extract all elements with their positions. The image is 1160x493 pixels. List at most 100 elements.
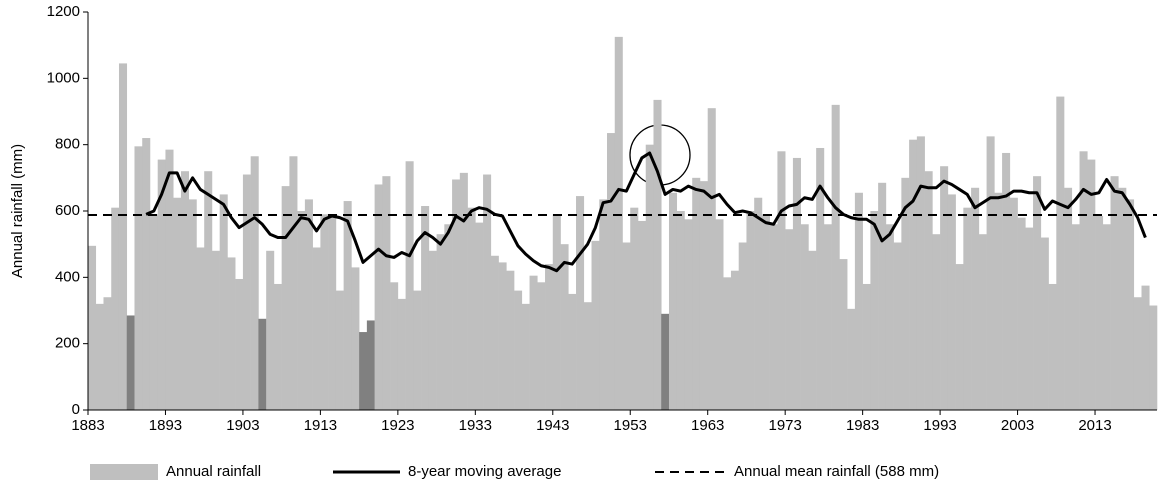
bar	[1133, 297, 1142, 410]
bar	[351, 267, 360, 410]
y-tick-label: 1000	[47, 69, 80, 86]
bar	[134, 146, 143, 410]
x-tick-label: 1953	[614, 417, 647, 434]
bar	[165, 149, 174, 410]
x-tick-label: 1883	[71, 417, 104, 434]
bar	[374, 184, 383, 410]
bar	[1118, 187, 1127, 410]
bar	[1110, 176, 1119, 410]
bar	[506, 270, 515, 410]
legend-label: Annual mean rainfall (588 mm)	[734, 463, 939, 480]
bar	[1102, 224, 1111, 410]
y-tick-label: 800	[55, 136, 80, 153]
bar	[211, 250, 220, 410]
x-tick-label: 1893	[149, 417, 182, 434]
bar	[971, 187, 980, 410]
bar	[816, 147, 825, 410]
x-tick-label: 1913	[304, 417, 337, 434]
bar	[320, 214, 329, 410]
x-tick-label: 1933	[459, 417, 492, 434]
bar	[583, 302, 592, 410]
bar	[916, 136, 925, 410]
bar	[1048, 283, 1057, 410]
bar	[1056, 96, 1065, 410]
bar	[421, 206, 430, 410]
bar	[289, 156, 298, 410]
bar	[723, 277, 732, 410]
bar	[1064, 187, 1073, 410]
bar	[459, 172, 468, 410]
bar	[103, 297, 112, 410]
bar	[1149, 305, 1158, 410]
bar	[521, 303, 530, 410]
bar	[242, 174, 251, 410]
bar	[273, 283, 282, 410]
bar	[692, 177, 701, 410]
bar	[250, 156, 259, 410]
bar	[614, 36, 623, 410]
bar	[730, 270, 739, 410]
bar	[831, 104, 840, 410]
bar	[1040, 237, 1049, 410]
x-tick-label: 1923	[381, 417, 414, 434]
bar	[157, 159, 166, 410]
bar	[599, 199, 608, 410]
bar	[1126, 199, 1135, 410]
bar	[862, 283, 871, 410]
bar	[1025, 227, 1034, 410]
bar	[1095, 215, 1104, 410]
moving-average-line	[145, 151, 1147, 273]
bar	[854, 192, 863, 410]
bar	[924, 171, 933, 410]
bar	[885, 224, 894, 410]
bar	[397, 298, 406, 410]
bar	[366, 320, 375, 410]
bar	[591, 240, 600, 410]
bar	[560, 244, 569, 410]
bar	[428, 250, 437, 410]
y-tick-label: 0	[72, 401, 80, 418]
bar	[266, 250, 275, 410]
bar	[514, 290, 523, 410]
bar	[676, 211, 685, 410]
bar	[940, 166, 949, 410]
bar	[88, 245, 97, 410]
legend-label: Annual rainfall	[166, 463, 261, 480]
bar	[901, 177, 910, 410]
bar	[452, 179, 461, 410]
x-tick-label: 2013	[1078, 417, 1111, 434]
bar	[196, 247, 205, 410]
bar	[219, 194, 228, 410]
bar	[607, 133, 616, 410]
bar	[839, 259, 848, 410]
bar	[335, 290, 344, 410]
bar	[413, 290, 422, 410]
bar	[436, 234, 445, 410]
bar	[870, 211, 879, 410]
bar	[963, 207, 972, 410]
bar	[738, 242, 747, 410]
bar	[715, 219, 724, 410]
bar	[769, 224, 778, 410]
x-tick-label: 2003	[1001, 417, 1034, 434]
bar	[475, 222, 484, 410]
bar	[227, 257, 236, 410]
legend-label: 8-year moving average	[408, 463, 561, 480]
bar	[142, 138, 151, 411]
bar	[552, 214, 561, 410]
x-tick-label: 1983	[846, 417, 879, 434]
bar	[909, 139, 918, 411]
bar	[637, 220, 647, 410]
bar	[467, 207, 476, 410]
bar	[490, 255, 499, 410]
bar	[761, 214, 770, 410]
bar	[699, 181, 709, 410]
bar	[1033, 176, 1042, 410]
bar	[1002, 152, 1011, 411]
bar	[149, 214, 159, 410]
bar	[785, 229, 794, 410]
bar	[483, 174, 492, 410]
bar	[645, 144, 654, 410]
bar	[847, 308, 856, 410]
